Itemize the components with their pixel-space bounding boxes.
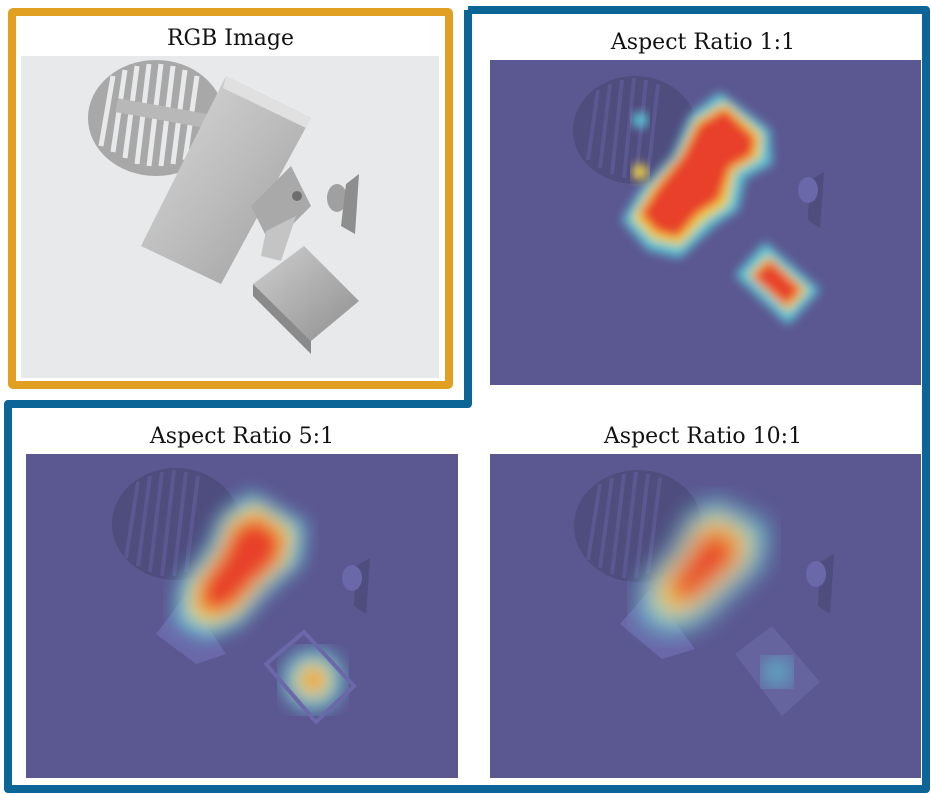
heatmap-panel-1-1: Aspect Ratio 1:1	[478, 18, 928, 388]
heatmap-1-1	[490, 60, 921, 385]
heatmap-title-5-1: Aspect Ratio 5:1	[149, 424, 335, 449]
heatmap-panel-5-1: Aspect Ratio 5:1	[16, 412, 468, 784]
rgb-image-panel: RGB Image	[16, 16, 445, 381]
heatmap-title-1-1: Aspect Ratio 1:1	[610, 30, 796, 55]
heatmap-10-1	[490, 454, 921, 778]
heatmap-panel-10-1: Aspect Ratio 10:1	[478, 412, 928, 784]
rgb-image-title: RGB Image	[166, 26, 295, 51]
heatmap-title-10-1: Aspect Ratio 10:1	[603, 424, 803, 449]
heatmap-5-1	[26, 454, 458, 778]
rgb-image	[21, 56, 439, 378]
